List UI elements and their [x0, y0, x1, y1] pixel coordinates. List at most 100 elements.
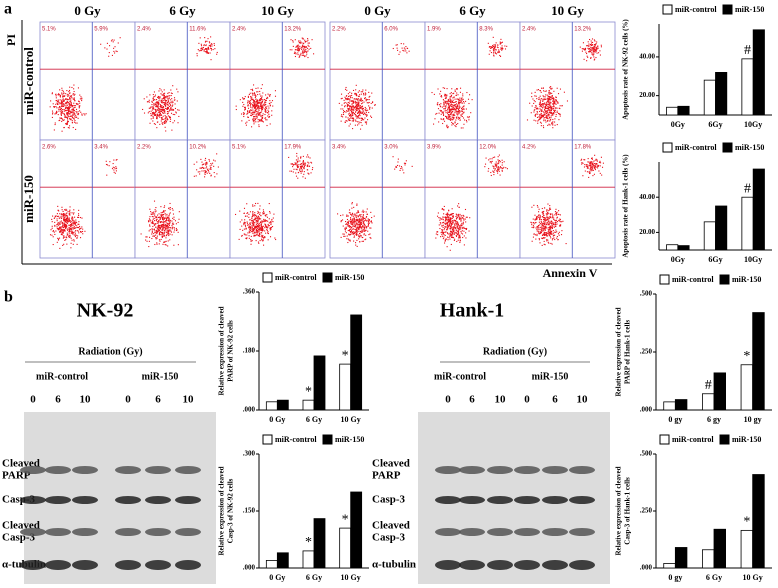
event-dot [338, 102, 340, 104]
event-dot [166, 230, 168, 232]
event-dot [64, 218, 66, 220]
event-dot [455, 229, 458, 231]
event-dot [159, 98, 161, 100]
event-dot [69, 104, 71, 106]
event-dot [500, 167, 502, 169]
event-dot [350, 218, 352, 220]
event-dot [112, 166, 114, 168]
event-dot [363, 226, 365, 228]
event-dot [255, 111, 257, 113]
event-dot [169, 221, 171, 223]
event-dot [450, 234, 452, 236]
event-dot [160, 100, 162, 102]
event-dot [453, 239, 455, 242]
event-dot [163, 109, 166, 111]
quadrant-percent: 2.4% [522, 27, 536, 33]
event-dot [540, 112, 542, 114]
event-dot [438, 112, 440, 114]
event-dot [68, 213, 70, 215]
event-dot [166, 218, 168, 220]
event-dot [544, 207, 546, 209]
event-dot [548, 213, 550, 215]
event-dot [459, 106, 461, 108]
event-dot [539, 217, 541, 219]
event-dot [160, 105, 162, 107]
event-dot [451, 231, 453, 233]
event-dot [549, 232, 552, 234]
event-dot [556, 111, 558, 114]
event-dot [242, 105, 244, 107]
event-dot [164, 97, 166, 99]
event-dot [539, 100, 542, 102]
event-dot [60, 229, 63, 231]
event-dot [165, 235, 168, 237]
event-dot [363, 119, 365, 121]
event-dot [540, 219, 542, 221]
event-dot [59, 223, 61, 225]
event-dot [165, 225, 168, 227]
event-dot [246, 221, 248, 223]
event-dot [448, 111, 451, 113]
event-dot [257, 91, 259, 93]
event-dot [548, 103, 550, 105]
event-dot [592, 54, 594, 56]
event-dot [161, 122, 163, 124]
event-dot [345, 227, 347, 229]
event-dot [348, 110, 350, 112]
event-dot [81, 113, 83, 115]
event-dot [453, 219, 455, 221]
event-dot [539, 95, 541, 97]
event-dot [458, 113, 460, 115]
event-dot [545, 94, 547, 96]
event-dot [350, 109, 352, 111]
event-dot [502, 48, 504, 50]
event-dot [356, 106, 358, 108]
event-dot [358, 225, 361, 228]
event-dot [452, 122, 454, 125]
event-dot [559, 115, 561, 117]
event-dot [455, 231, 457, 233]
event-dot [465, 100, 467, 102]
event-dot [304, 39, 306, 41]
event-dot [296, 165, 298, 167]
event-dot [354, 93, 356, 95]
event-dot [451, 111, 453, 113]
event-dot [361, 105, 364, 107]
event-dot [72, 243, 74, 245]
event-dot [365, 216, 367, 218]
event-dot [355, 106, 357, 108]
event-dot [457, 111, 459, 113]
event-dot [460, 220, 462, 222]
event-dot [169, 95, 171, 97]
event-dot [163, 103, 165, 106]
event-dot [368, 222, 370, 224]
event-dot [450, 96, 452, 98]
event-dot [446, 223, 448, 225]
event-dot [458, 105, 460, 107]
event-dot [294, 51, 296, 53]
event-dot [260, 215, 262, 217]
event-dot [301, 45, 304, 47]
event-dot [167, 104, 169, 106]
event-dot [152, 120, 154, 122]
event-dot [450, 234, 453, 236]
event-dot [364, 109, 366, 111]
event-dot [357, 108, 359, 110]
event-dot [340, 115, 342, 117]
event-dot [201, 48, 203, 50]
event-dot [158, 96, 160, 98]
event-dot [56, 102, 58, 104]
event-dot [253, 112, 255, 114]
event-dot [538, 233, 540, 235]
event-dot [361, 231, 363, 233]
event-dot [66, 112, 68, 114]
event-dot [563, 91, 565, 93]
event-dot [358, 105, 360, 107]
event-dot [355, 110, 358, 112]
event-dot [399, 169, 401, 172]
event-dot [250, 114, 252, 116]
event-dot [451, 121, 453, 124]
event-dot [549, 232, 551, 234]
event-dot [64, 230, 66, 232]
event-dot [541, 230, 543, 232]
